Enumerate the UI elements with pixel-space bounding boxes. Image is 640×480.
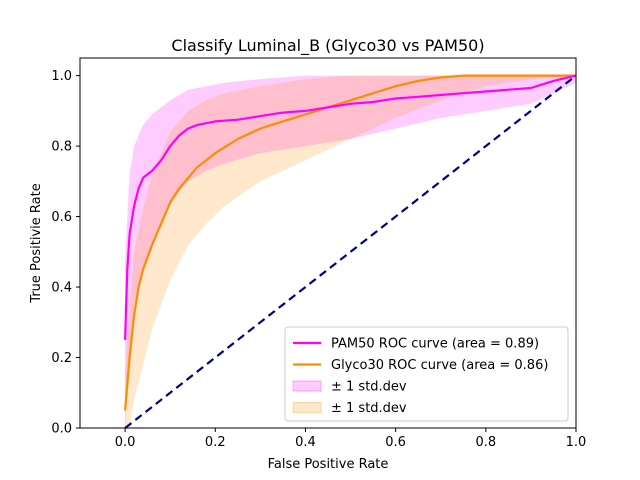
y-tick-label: 0.4 [51,281,72,296]
x-axis-label: False Positive Rate [268,457,389,472]
y-tick-label: 0.0 [51,422,72,437]
y-axis-ticks: 0.0 0.2 0.4 0.6 0.8 1.0 [51,69,80,437]
y-tick-label: 1.0 [51,69,72,84]
legend-box [284,326,569,422]
legend-label: ± 1 std.dev [331,380,407,395]
x-tick-label: 0.6 [385,435,406,450]
legend-label: Glyco30 ROC curve (area = 0.86) [331,358,548,373]
y-tick-label: 0.6 [51,210,72,225]
y-axis-label: True Positivie Rate [29,183,44,303]
roc-curve-2 [124,74,576,411]
legend-label: PAM50 ROC curve (area = 0.89) [331,337,539,352]
y-tick-label: 0.2 [51,351,72,366]
chart-title: Classify Luminal_B (Glyco30 vs PAM50) [171,36,484,56]
chance-diagonal-line [124,74,577,429]
x-tick-label: 0.0 [115,435,136,450]
x-axis-ticks: 0.0 0.2 0.4 0.6 0.8 1.0 [115,428,587,450]
legend: PAM50 ROC curve (area = 0.89) Glyco30 ROC… [284,326,569,422]
legend-label: ± 1 std.dev [331,401,407,416]
std-dev-bands [125,75,576,428]
legend-patch-swatch [292,402,322,413]
roc-curve-1 [124,74,577,340]
legend-patch-swatch [292,380,322,392]
x-tick-label: 0.2 [205,435,226,450]
roc-curves [124,74,577,429]
std-dev-band-2 [125,75,576,428]
x-tick-label: 0.8 [475,435,496,450]
x-tick-label: 1.0 [566,435,587,450]
axes-frame [79,57,577,429]
x-tick-label: 0.4 [295,435,316,450]
std-dev-band-1 [125,75,576,428]
y-tick-label: 0.8 [51,140,72,155]
